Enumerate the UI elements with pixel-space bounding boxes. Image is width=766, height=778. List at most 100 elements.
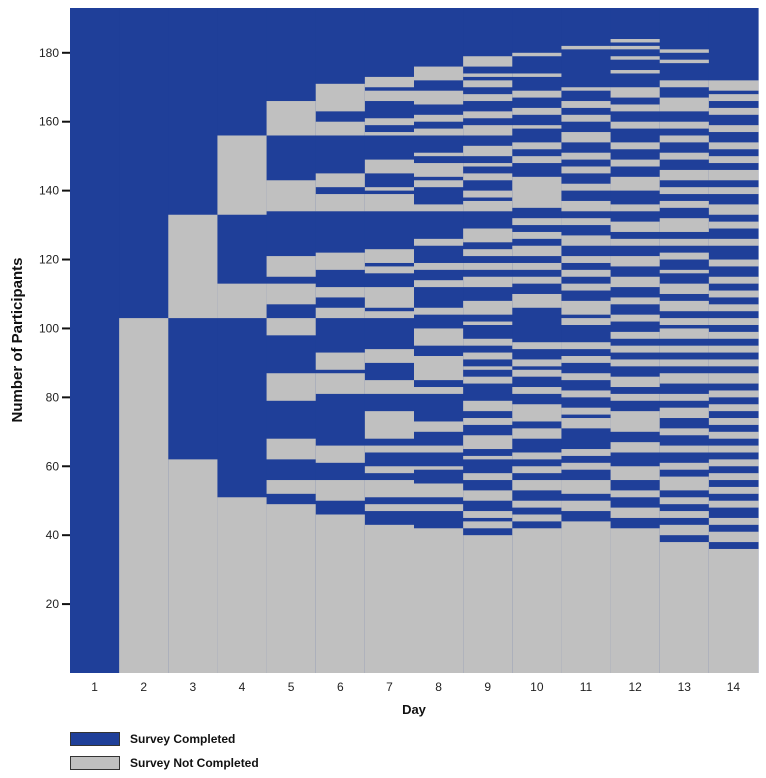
not-completed-block-day-14-9 xyxy=(708,418,759,425)
legend-swatch-completed xyxy=(70,732,120,746)
not-completed-block-day-11-19 xyxy=(561,183,612,191)
not-completed-block-day-10-15 xyxy=(512,245,563,257)
not-completed-block-day-12-11 xyxy=(610,314,661,322)
legend-label-completed: Survey Completed xyxy=(130,732,236,746)
not-completed-block-day-14-22 xyxy=(708,221,759,229)
not-completed-block-day-8-6 xyxy=(414,387,464,394)
not-completed-block-day-11-26 xyxy=(561,45,612,50)
not-completed-block-day-9-25 xyxy=(463,111,513,119)
not-completed-block-day-14-11 xyxy=(708,390,759,398)
legend-item-completed: Survey Completed xyxy=(70,730,259,748)
not-completed-block-day-5-1 xyxy=(266,480,317,494)
not-completed-block-day-11-10 xyxy=(561,342,612,350)
not-completed-block-day-12-23 xyxy=(610,87,661,98)
x-tick-label-3: 3 xyxy=(190,680,197,694)
not-completed-block-day-10-2 xyxy=(512,500,563,508)
not-completed-block-day-13-7 xyxy=(659,428,710,436)
not-completed-block-day-6-0 xyxy=(315,514,366,673)
not-completed-block-day-9-4 xyxy=(463,473,513,481)
not-completed-block-day-5-2 xyxy=(266,438,317,460)
not-completed-block-day-8-7 xyxy=(414,356,464,381)
not-completed-block-day-9-12 xyxy=(463,338,513,346)
not-completed-block-day-9-20 xyxy=(463,190,513,198)
not-completed-block-day-10-0 xyxy=(512,528,563,673)
not-completed-block-day-12-25 xyxy=(610,56,661,60)
not-completed-block-day-11-13 xyxy=(561,283,612,291)
not-completed-block-day-12-21 xyxy=(610,121,661,129)
not-completed-block-day-14-17 xyxy=(708,304,759,312)
not-completed-block-day-13-19 xyxy=(659,238,710,246)
not-completed-block-day-7-0 xyxy=(364,524,415,673)
not-completed-block-day-9-27 xyxy=(463,80,513,88)
not-completed-block-day-13-22 xyxy=(659,187,710,195)
not-completed-block-day-9-18 xyxy=(463,228,513,243)
not-completed-block-day-13-6 xyxy=(659,445,710,453)
not-completed-block-day-13-16 xyxy=(659,283,710,294)
not-completed-block-day-13-27 xyxy=(659,97,710,112)
not-completed-block-day-9-14 xyxy=(463,300,513,315)
not-completed-block-day-11-16 xyxy=(561,235,612,246)
not-completed-block-day-13-24 xyxy=(659,152,710,160)
not-completed-block-day-8-5 xyxy=(414,421,464,432)
not-completed-block-day-9-1 xyxy=(463,521,513,529)
not-completed-block-day-11-4 xyxy=(561,449,612,456)
not-completed-block-day-6-11 xyxy=(315,83,366,112)
not-completed-block-day-12-6 xyxy=(610,393,661,401)
not-completed-block-day-8-9 xyxy=(414,307,464,315)
not-completed-block-day-11-9 xyxy=(561,356,612,363)
not-completed-block-day-10-5 xyxy=(512,452,563,460)
not-completed-block-day-14-26 xyxy=(708,156,759,164)
not-completed-block-day-10-14 xyxy=(512,262,563,270)
not-completed-block-day-14-7 xyxy=(708,445,759,453)
not-completed-block-day-13-20 xyxy=(659,218,710,232)
not-completed-block-day-7-5 xyxy=(364,411,415,439)
not-completed-block-day-9-5 xyxy=(463,455,513,460)
not-completed-block-day-9-17 xyxy=(463,249,513,257)
not-completed-block-day-13-4 xyxy=(659,476,710,491)
not-completed-block-day-12-8 xyxy=(610,359,661,367)
not-completed-block-day-3-0 xyxy=(168,459,219,673)
y-axis: 20 40 60 80 100 120 140 160 180 xyxy=(39,46,70,611)
not-completed-block-day-13-26 xyxy=(659,121,710,129)
not-completed-block-day-9-21 xyxy=(463,173,513,181)
not-completed-block-day-9-10 xyxy=(463,366,513,370)
not-completed-block-day-5-3 xyxy=(266,373,317,401)
not-completed-block-day-13-18 xyxy=(659,252,710,260)
not-completed-block-day-7-18 xyxy=(364,76,415,88)
not-completed-block-day-14-8 xyxy=(708,431,759,439)
x-tick-label-2: 2 xyxy=(140,680,147,694)
not-completed-block-day-8-2 xyxy=(414,483,464,498)
not-completed-block-day-12-12 xyxy=(610,297,661,305)
x-tick-label-9: 9 xyxy=(484,680,491,694)
not-completed-block-day-5-7 xyxy=(266,180,317,212)
not-completed-block-day-12-26 xyxy=(610,45,661,50)
not-completed-block-day-6-3 xyxy=(315,373,366,394)
not-completed-block-day-13-0 xyxy=(659,542,710,673)
not-completed-block-day-9-8 xyxy=(463,400,513,412)
not-completed-block-day-12-24 xyxy=(610,70,661,74)
not-completed-block-day-13-17 xyxy=(659,269,710,274)
not-completed-block-day-14-2 xyxy=(708,517,759,525)
not-completed-block-day-5-0 xyxy=(266,504,317,673)
not-completed-block-day-5-8 xyxy=(266,101,317,136)
not-completed-block-day-13-13 xyxy=(659,328,710,339)
not-completed-block-day-13-2 xyxy=(659,511,710,518)
not-completed-block-day-13-12 xyxy=(659,345,710,353)
not-completed-block-day-12-5 xyxy=(610,411,661,432)
not-completed-block-day-13-23 xyxy=(659,169,710,181)
not-completed-block-day-9-26 xyxy=(463,94,513,102)
not-completed-block-day-10-3 xyxy=(512,480,563,491)
not-completed-block-day-8-1 xyxy=(414,504,464,512)
not-completed-block-day-11-5 xyxy=(561,418,612,429)
not-completed-block-day-8-10 xyxy=(414,280,464,288)
not-completed-block-day-11-18 xyxy=(561,200,612,212)
not-completed-block-day-11-6 xyxy=(561,407,612,415)
plot-area xyxy=(70,8,759,673)
x-tick-label-13: 13 xyxy=(678,680,692,694)
not-completed-block-day-11-21 xyxy=(561,152,612,160)
not-completed-block-day-9-15 xyxy=(463,276,513,288)
not-completed-block-day-11-17 xyxy=(561,218,612,226)
not-completed-block-day-9-0 xyxy=(463,535,513,673)
not-completed-block-day-10-16 xyxy=(512,231,563,239)
x-axis: 1 2 3 4 5 6 7 8 9 10 11 12 13 14 xyxy=(91,680,740,694)
